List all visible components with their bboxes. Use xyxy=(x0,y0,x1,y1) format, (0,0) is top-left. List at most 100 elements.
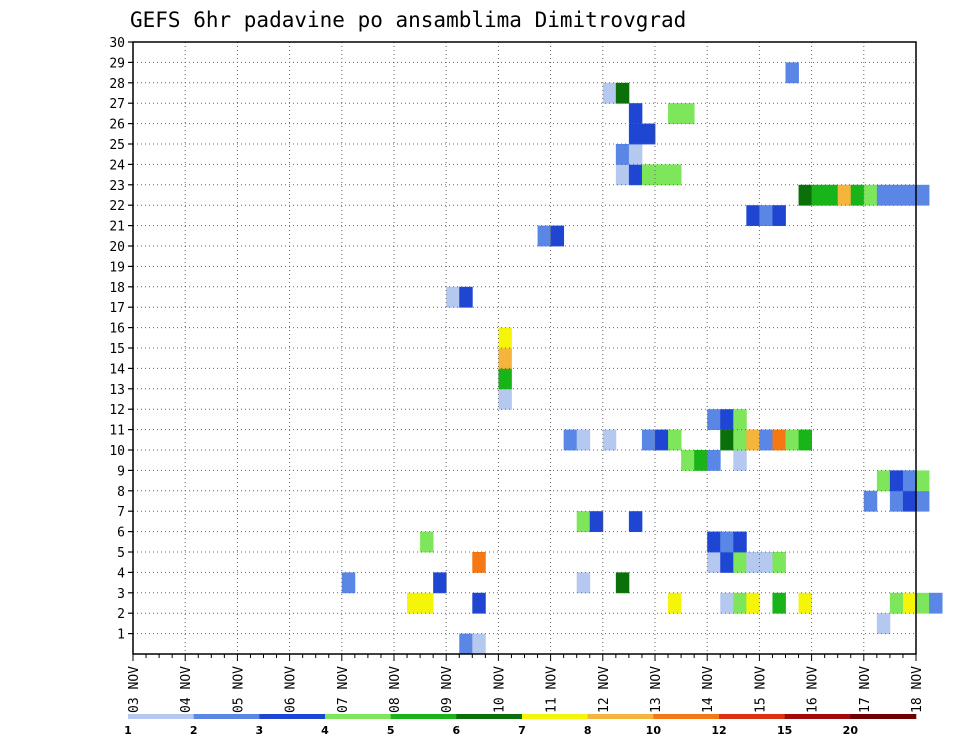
heatmap-cell xyxy=(772,552,786,573)
x-tick-label: 17 NOV xyxy=(858,666,873,713)
heatmap-cell xyxy=(720,552,734,573)
heatmap-cell xyxy=(902,592,917,614)
heatmap-cell xyxy=(746,429,760,451)
heatmap-cell xyxy=(641,429,656,451)
heatmap-cell xyxy=(707,531,721,553)
y-tick-label: 26 xyxy=(109,118,125,133)
colorbar-swatch xyxy=(587,714,654,719)
x-tick-label: 14 NOV xyxy=(701,666,716,713)
heatmap-cell xyxy=(916,470,930,492)
heatmap-cell xyxy=(655,429,669,451)
heatmap-cell xyxy=(420,592,434,614)
x-tick-label: 11 NOV xyxy=(545,666,560,713)
heatmap-cell xyxy=(759,552,773,573)
heatmap-cell xyxy=(420,531,434,553)
colorbar-label: 6 xyxy=(453,724,461,737)
heatmap-cell xyxy=(772,592,786,614)
y-tick-label: 17 xyxy=(109,301,125,316)
heatmap-cell xyxy=(472,552,486,573)
heatmap-cell xyxy=(916,184,930,206)
heatmap-cell xyxy=(733,409,747,430)
y-tick-label: 20 xyxy=(109,240,125,255)
heatmap-cell xyxy=(602,82,617,104)
heatmap-cell xyxy=(837,184,852,206)
colorbar-swatch xyxy=(719,714,785,719)
x-tick-label: 13 NOV xyxy=(649,666,664,713)
heatmap-cell xyxy=(628,123,643,145)
heatmap-cell xyxy=(863,184,878,206)
heatmap-cell xyxy=(902,490,917,512)
heatmap-cell xyxy=(707,409,721,430)
x-tick-label: 03 NOV xyxy=(127,666,142,713)
heatmap-cell xyxy=(889,592,904,614)
heatmap-cell xyxy=(615,572,630,594)
heatmap-cell xyxy=(615,164,630,186)
heatmap-cell xyxy=(889,490,904,512)
heatmap-cell xyxy=(798,429,812,451)
colorbar-label: 15 xyxy=(777,724,792,737)
x-tick-label: 04 NOV xyxy=(179,666,194,713)
colorbar-label: 5 xyxy=(387,724,395,737)
x-tick-label: 16 NOV xyxy=(806,666,821,713)
y-axis: 1234567891011121314151617181920212223242… xyxy=(109,36,133,643)
x-tick-label: 09 NOV xyxy=(440,666,455,713)
y-tick-label: 29 xyxy=(109,56,125,71)
colorbar-label: 10 xyxy=(646,724,662,737)
heatmap-cell xyxy=(576,511,591,532)
heatmap-cell xyxy=(916,490,930,512)
colorbar-swatch xyxy=(456,714,523,719)
heatmap-cell xyxy=(472,592,486,614)
heatmap-cell xyxy=(824,184,839,206)
y-tick-label: 3 xyxy=(117,587,125,602)
heatmap-cell xyxy=(615,144,630,165)
heatmap-cell xyxy=(668,164,682,186)
heatmap-cell xyxy=(785,429,799,451)
colorbar-label: 12 xyxy=(711,724,726,737)
y-tick-label: 25 xyxy=(109,138,125,153)
heatmap-cell xyxy=(720,592,734,614)
heatmap-cell xyxy=(811,184,826,206)
heatmap-cell xyxy=(785,62,799,84)
x-tick-label: 18 NOV xyxy=(910,666,925,713)
heatmap-cell xyxy=(459,286,473,308)
x-tick-label: 07 NOV xyxy=(336,666,351,713)
heatmap-cell xyxy=(876,613,891,634)
y-tick-label: 14 xyxy=(109,362,125,377)
heatmap-cell xyxy=(889,470,904,492)
heatmap-cell xyxy=(772,429,786,451)
y-tick-label: 16 xyxy=(109,322,125,337)
heatmap-cell xyxy=(576,572,591,594)
y-tick-label: 15 xyxy=(109,342,125,357)
heatmap-cell xyxy=(563,429,578,451)
x-tick-label: 06 NOV xyxy=(284,666,299,713)
y-tick-label: 24 xyxy=(109,158,125,173)
heatmap-cell xyxy=(694,450,708,471)
y-tick-label: 12 xyxy=(109,403,125,418)
y-tick-label: 9 xyxy=(117,464,125,479)
y-tick-label: 5 xyxy=(117,546,125,561)
x-tick-label: 10 NOV xyxy=(492,666,507,713)
heatmap-cell xyxy=(746,592,760,614)
heatmap-cell xyxy=(850,184,865,206)
heatmap-cell xyxy=(720,531,734,553)
heatmap-cell xyxy=(733,552,747,573)
heatmap-cell xyxy=(916,592,930,614)
heatmap-cell xyxy=(628,164,643,186)
heatmap-cell xyxy=(733,450,747,471)
y-tick-label: 4 xyxy=(117,566,125,581)
heatmap-cell xyxy=(707,450,721,471)
heatmap-cell xyxy=(641,123,656,145)
heatmap-cell xyxy=(863,490,878,512)
heatmap-cell xyxy=(498,368,512,390)
heatmap-cell xyxy=(589,511,604,532)
y-tick-label: 2 xyxy=(117,607,125,622)
y-tick-label: 7 xyxy=(117,505,125,520)
heatmap-cell xyxy=(772,205,786,226)
heatmap-cell xyxy=(798,184,812,206)
heatmap-cell xyxy=(746,205,760,226)
heatmap-cell xyxy=(733,429,747,451)
heatmap-cell xyxy=(746,552,760,573)
x-tick-label: 08 NOV xyxy=(388,666,403,713)
heatmap-cell xyxy=(759,205,773,226)
